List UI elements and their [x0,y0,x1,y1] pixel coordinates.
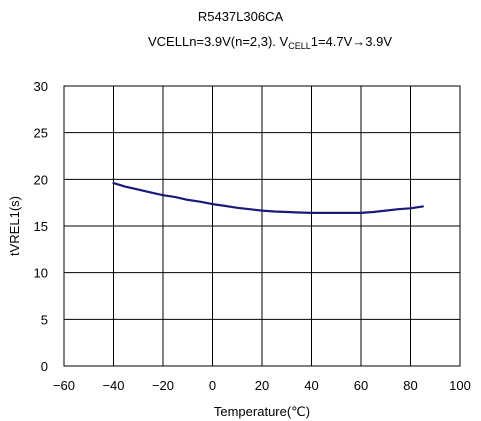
x-tick-label: −20 [152,378,174,393]
y-tick-label: 30 [34,79,48,94]
x-axis-label: Temperature(℃) [214,404,310,419]
x-tick-label: 60 [354,378,368,393]
chart-subtitle: VCELLn=3.9V(n=2,3). VCELL1=4.7V→3.9V [148,34,393,51]
plot-area-frame [63,85,461,367]
y-tick-label: 25 [34,126,48,141]
y-tick-label: 20 [34,172,48,187]
y-tick-label: 5 [41,312,48,327]
subtitle-subscript: CELL [288,41,311,51]
subtitle-prefix: VCELLn=3.9V(n=2,3). V [148,34,289,49]
x-tick-label: −40 [102,378,124,393]
subtitle-suffix: 1=4.7V→3.9V [310,34,393,49]
x-tick-label: −60 [53,378,75,393]
x-tick-label: 40 [304,378,318,393]
series-line [112,182,424,214]
chart-title: R5437L306CA [197,9,284,24]
x-tick-label: 20 [255,378,269,393]
y-tick-label: 15 [34,219,48,234]
y-axis-label: tVREL1(s) [7,196,22,256]
x-tick-label: 100 [449,378,471,393]
x-tick-label: 0 [209,378,216,393]
y-tick-label: 0 [41,359,48,374]
y-tick-label: 10 [34,266,48,281]
x-tick-label: 80 [403,378,417,393]
